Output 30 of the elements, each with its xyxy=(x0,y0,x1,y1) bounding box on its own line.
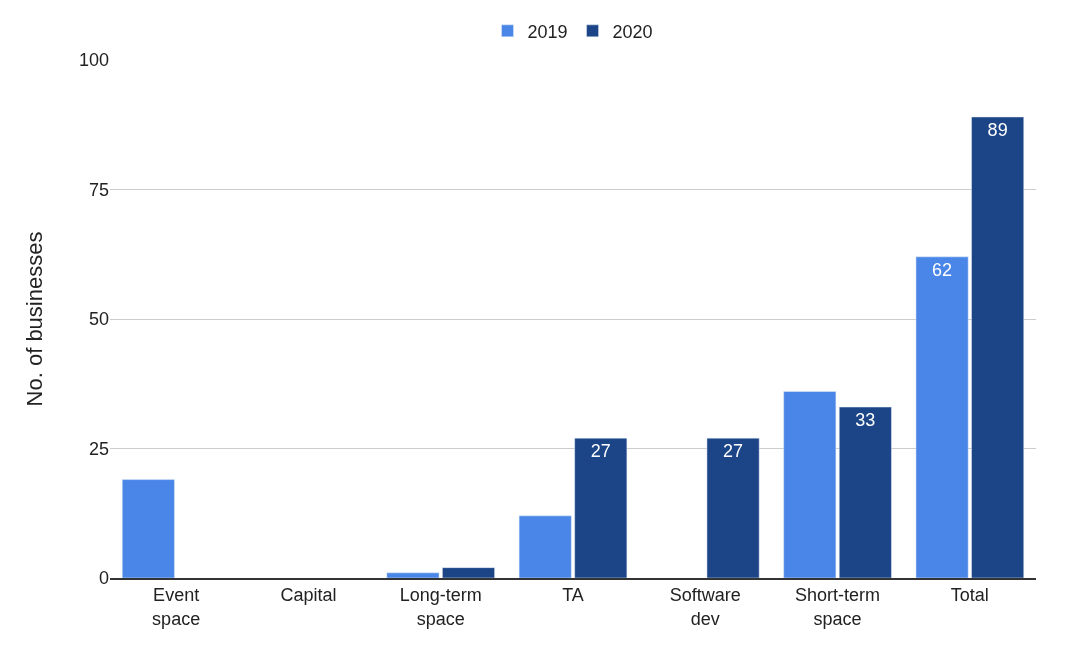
bar xyxy=(574,437,628,578)
x-tick-label: Short-term space xyxy=(795,585,881,629)
y-tick-label: 100 xyxy=(78,50,109,71)
bar xyxy=(838,406,892,578)
y-tick-label: 50 xyxy=(88,309,109,330)
bar xyxy=(706,437,760,578)
bar xyxy=(442,567,495,578)
data-label: 89 xyxy=(987,119,1008,140)
bar xyxy=(915,256,969,578)
x-tick-label: Total xyxy=(950,585,989,606)
x-tick-label: Software dev xyxy=(669,585,741,629)
y-tick-label: 25 xyxy=(88,438,109,459)
bar xyxy=(971,116,1024,578)
x-tick-label: Capital xyxy=(280,585,337,606)
data-label: 27 xyxy=(590,441,611,462)
bar xyxy=(386,572,440,578)
bar xyxy=(518,515,572,578)
x-tick-label: TA xyxy=(562,585,584,606)
legend-label: 2019 xyxy=(527,21,568,42)
y-tick-label: 0 xyxy=(98,568,109,589)
y-axis-title: No. of businesses xyxy=(21,231,47,407)
legend-label: 2020 xyxy=(612,21,653,42)
x-tick-label: Event space xyxy=(152,585,201,629)
data-label: 62 xyxy=(932,259,953,280)
y-tick-label: 75 xyxy=(88,179,109,200)
data-label: 33 xyxy=(855,410,876,431)
x-tick-label: Long-term space xyxy=(399,585,482,629)
bar xyxy=(783,391,837,578)
data-label: 27 xyxy=(723,441,744,462)
bar xyxy=(122,479,175,578)
